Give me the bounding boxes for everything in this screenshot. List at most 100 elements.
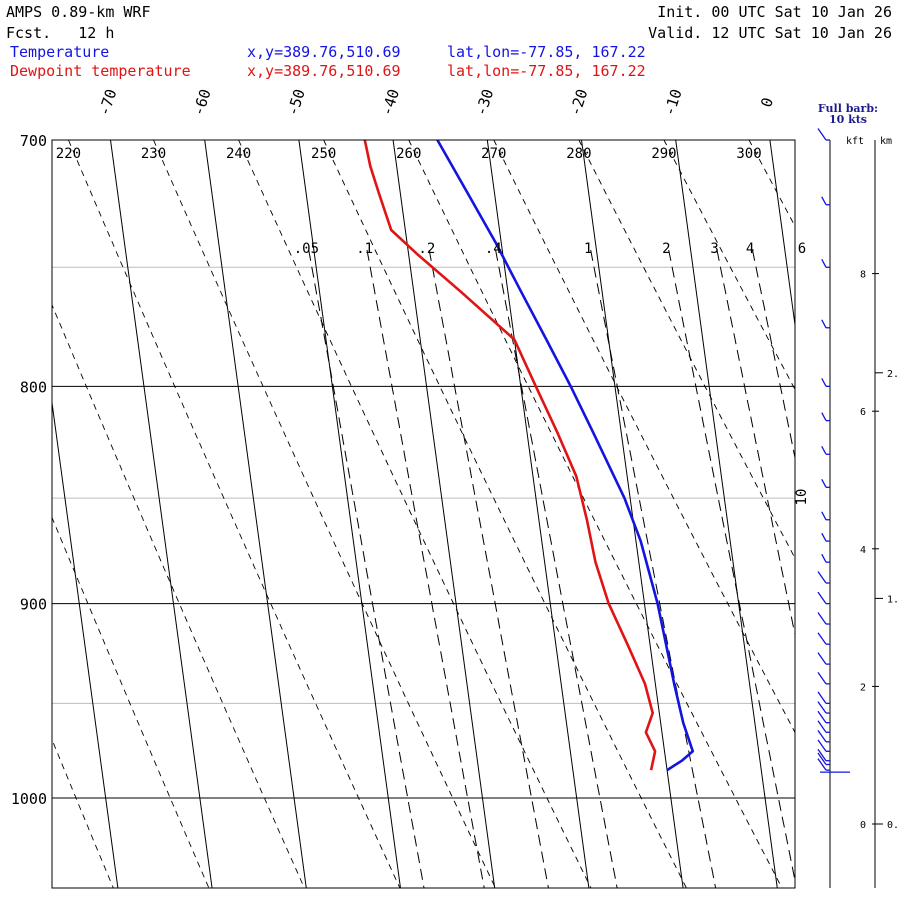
dry-adiabat-line — [493, 140, 795, 734]
wind-barb-flag — [817, 720, 827, 733]
wind-barb-flag — [817, 652, 827, 665]
legend-dewpoint-name: Dewpoint temperature — [10, 62, 191, 80]
dry-adiabat-line — [0, 130, 22, 898]
wind-barb-flag — [817, 729, 827, 743]
isotherm-line — [110, 140, 213, 888]
wind-barb — [821, 319, 830, 329]
wind-barb — [817, 739, 830, 752]
wind-barb — [817, 701, 830, 714]
wind-barb-flag — [817, 748, 827, 762]
full-barb-note-line1: Full barb: — [817, 102, 879, 115]
mixing-ratio-line — [804, 250, 900, 890]
wind-barb — [817, 591, 830, 605]
isotherm-line — [581, 140, 684, 888]
wind-barb-flag — [817, 739, 827, 752]
wind-barb — [817, 652, 830, 665]
dry-adiabat-line — [52, 738, 114, 888]
height-side-label: 10 — [794, 489, 810, 506]
wind-barb — [817, 632, 830, 645]
wind-barb — [821, 446, 830, 455]
kft-tick-label: 4 — [860, 545, 866, 556]
mixing-ratio-line — [428, 249, 549, 888]
wind-barb — [817, 672, 830, 685]
dry-adiabat-line — [829, 130, 900, 898]
isotherm-tick-label: -10 — [660, 87, 685, 118]
isotherm-line — [486, 140, 590, 888]
isotherm-line — [0, 140, 24, 888]
kft-label: kft — [846, 136, 864, 147]
wind-barb-flag — [821, 511, 827, 521]
mixing-ratio-label: 3 — [710, 241, 718, 257]
height-axis: kft km 8 6 4 2 0 2. 1. 0. 10 — [794, 136, 899, 888]
pressure-tick-label: 900 — [20, 596, 47, 614]
temperature-line — [436, 140, 695, 772]
isotherm-line — [204, 140, 307, 888]
valid-label: Valid. — [648, 24, 703, 42]
dewpoint-line — [363, 140, 657, 771]
wind-barb — [821, 412, 830, 422]
wind-barb — [817, 571, 830, 584]
dry-adiabat-line — [52, 516, 210, 888]
wind-barb — [821, 479, 830, 488]
header-right: Init. 00 UTC Sat 10 Jan 26 Valid. 12 UTC… — [648, 2, 892, 44]
mixing-ratio-label: .05 — [294, 241, 319, 257]
legend-dewpoint-xy: x,y=389.76,510.69 — [247, 62, 401, 80]
theta-label: 240 — [226, 146, 251, 162]
wind-barb-flag — [817, 571, 827, 584]
mixing-ratio-label: .4 — [485, 241, 502, 257]
pressure-tick-label: 1000 — [11, 790, 47, 808]
header-left: AMPS 0.89-km WRF Fcst. 12 h — [6, 2, 151, 44]
mixing-ratio-label: 6 — [798, 241, 806, 257]
theta-label: 250 — [311, 146, 336, 162]
wind-barb — [817, 720, 830, 733]
isotherm-line — [675, 140, 778, 888]
wind-barb — [821, 259, 830, 268]
wind-barb — [821, 532, 830, 542]
background-lines — [0, 130, 900, 898]
wind-barb-flag — [817, 752, 827, 765]
wind-barb-flag — [821, 532, 827, 542]
wind-barb-flag — [821, 553, 827, 563]
wind-barb-flag — [821, 196, 827, 206]
dry-adiabat-line — [748, 140, 795, 228]
theta-label: 300 — [736, 146, 761, 162]
wind-barb — [817, 752, 830, 766]
wind-barb-flag — [821, 479, 827, 488]
wind-barb — [821, 553, 830, 563]
pressure-tick-label: 700 — [20, 132, 47, 150]
wind-barb — [817, 710, 830, 724]
km-tick-label: 1. — [887, 594, 899, 605]
init-label: Init. — [657, 3, 703, 21]
wind-barbs — [817, 128, 850, 888]
isotherm-tick-label: -70 — [95, 87, 120, 118]
mixing-ratio-line — [308, 249, 425, 888]
dry-adiabat-line — [323, 140, 687, 888]
mixing-ratio-line — [590, 249, 717, 888]
mixing-ratio-line — [495, 249, 618, 888]
legend-temperature-latlon: lat,lon=-77.85, 167.22 — [447, 43, 646, 61]
dry-adiabat-line — [238, 140, 592, 888]
isotherm-line — [392, 140, 496, 888]
theta-label: 290 — [651, 146, 676, 162]
mixing-ratio-line — [752, 249, 795, 461]
pressure-tick-label: 800 — [20, 378, 47, 396]
wind-barb-flag — [817, 691, 827, 704]
isotherm-tick-label: -40 — [378, 87, 403, 118]
legend-temperature-xy: x,y=389.76,510.69 — [247, 43, 401, 61]
isotherm-tick-label: -20 — [566, 87, 591, 118]
wind-barb-flag — [821, 378, 827, 387]
isotherm-line — [298, 140, 401, 888]
wind-barb-flag — [817, 758, 827, 771]
theta-label: 230 — [141, 146, 166, 162]
wind-barb — [817, 729, 830, 743]
wind-barb-flag — [817, 591, 827, 605]
wind-barb-flag — [817, 701, 827, 714]
isotherm-tick-label: -30 — [472, 87, 497, 118]
km-tick-label: 0. — [887, 820, 899, 831]
wind-barb-flag — [817, 632, 827, 645]
dry-adiabat-line — [67, 140, 401, 888]
wind-barb-flag — [821, 412, 827, 421]
km-tick-label: 2. — [887, 369, 899, 380]
